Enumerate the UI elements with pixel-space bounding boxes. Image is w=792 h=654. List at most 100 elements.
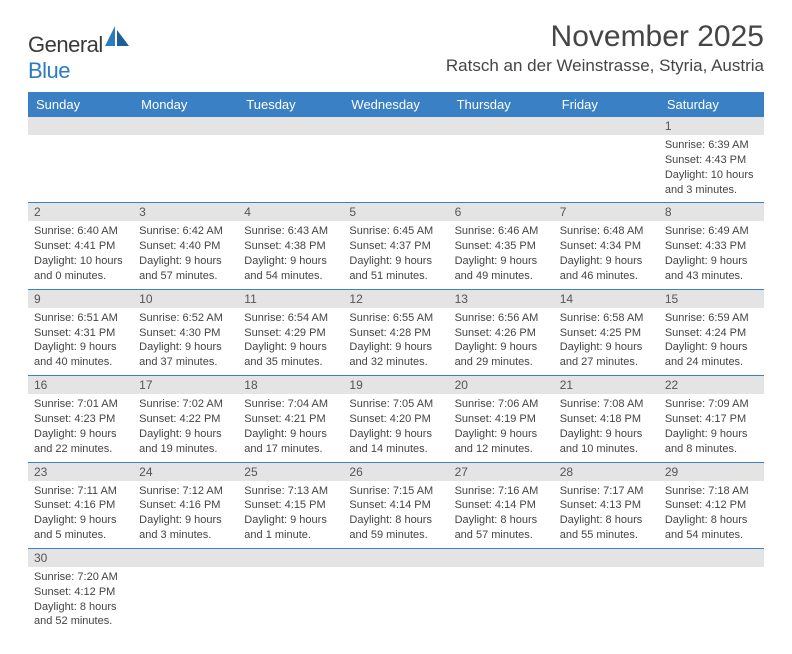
day-cell <box>238 567 343 634</box>
day-cell: Sunrise: 7:16 AMSunset: 4:14 PMDaylight:… <box>449 481 554 548</box>
day-cell <box>554 135 659 202</box>
weekday-header: Sunday <box>28 92 133 117</box>
sunrise-text: Sunrise: 6:49 AM <box>665 224 758 239</box>
daylight-text: Daylight: 10 hours and 3 minutes. <box>665 168 758 198</box>
sunrise-text: Sunrise: 6:51 AM <box>34 311 127 326</box>
day-body-row: Sunrise: 6:39 AMSunset: 4:43 PMDaylight:… <box>28 135 764 202</box>
day-number: 28 <box>554 463 659 481</box>
sunrise-text: Sunrise: 7:05 AM <box>349 397 442 412</box>
daylight-text: Daylight: 8 hours and 57 minutes. <box>455 513 548 543</box>
day-cell <box>133 135 238 202</box>
day-cell <box>343 567 448 634</box>
day-number: 22 <box>659 376 764 394</box>
weekday-header: Saturday <box>659 92 764 117</box>
day-cell: Sunrise: 6:59 AMSunset: 4:24 PMDaylight:… <box>659 308 764 375</box>
sunrise-text: Sunrise: 6:42 AM <box>139 224 232 239</box>
day-number-row: 30 <box>28 549 764 567</box>
page-header: GeneralBlue November 2025 Ratsch an der … <box>28 20 764 84</box>
sunrise-text: Sunrise: 6:59 AM <box>665 311 758 326</box>
day-cell: Sunrise: 7:20 AMSunset: 4:12 PMDaylight:… <box>28 567 133 634</box>
sunset-text: Sunset: 4:12 PM <box>34 585 127 600</box>
day-number: 19 <box>343 376 448 394</box>
sunset-text: Sunset: 4:14 PM <box>455 498 548 513</box>
day-number: 9 <box>28 290 133 308</box>
logo-text: GeneralBlue <box>28 26 131 84</box>
day-number: 3 <box>133 203 238 221</box>
day-number <box>133 117 238 135</box>
weekday-header: Thursday <box>449 92 554 117</box>
sunset-text: Sunset: 4:43 PM <box>665 153 758 168</box>
day-number: 24 <box>133 463 238 481</box>
daylight-text: Daylight: 9 hours and 37 minutes. <box>139 340 232 370</box>
day-cell: Sunrise: 7:08 AMSunset: 4:18 PMDaylight:… <box>554 394 659 461</box>
sunset-text: Sunset: 4:14 PM <box>349 498 442 513</box>
day-number: 26 <box>343 463 448 481</box>
day-cell: Sunrise: 7:05 AMSunset: 4:20 PMDaylight:… <box>343 394 448 461</box>
day-number <box>238 117 343 135</box>
weekday-header: Monday <box>133 92 238 117</box>
sunrise-text: Sunrise: 6:48 AM <box>560 224 653 239</box>
day-cell: Sunrise: 7:01 AMSunset: 4:23 PMDaylight:… <box>28 394 133 461</box>
day-cell: Sunrise: 6:49 AMSunset: 4:33 PMDaylight:… <box>659 221 764 288</box>
day-cell: Sunrise: 7:02 AMSunset: 4:22 PMDaylight:… <box>133 394 238 461</box>
day-number <box>659 549 764 567</box>
sunrise-text: Sunrise: 7:15 AM <box>349 484 442 499</box>
sunrise-text: Sunrise: 7:12 AM <box>139 484 232 499</box>
day-body-row: Sunrise: 7:11 AMSunset: 4:16 PMDaylight:… <box>28 481 764 548</box>
sunrise-text: Sunrise: 6:45 AM <box>349 224 442 239</box>
day-number: 18 <box>238 376 343 394</box>
sunset-text: Sunset: 4:17 PM <box>665 412 758 427</box>
sunset-text: Sunset: 4:21 PM <box>244 412 337 427</box>
sunset-text: Sunset: 4:16 PM <box>34 498 127 513</box>
daylight-text: Daylight: 9 hours and 17 minutes. <box>244 427 337 457</box>
day-cell <box>133 567 238 634</box>
sunrise-text: Sunrise: 6:43 AM <box>244 224 337 239</box>
day-cell: Sunrise: 6:56 AMSunset: 4:26 PMDaylight:… <box>449 308 554 375</box>
sunset-text: Sunset: 4:31 PM <box>34 326 127 341</box>
day-cell: Sunrise: 6:45 AMSunset: 4:37 PMDaylight:… <box>343 221 448 288</box>
day-number: 21 <box>554 376 659 394</box>
daylight-text: Daylight: 8 hours and 55 minutes. <box>560 513 653 543</box>
day-body-row: Sunrise: 7:01 AMSunset: 4:23 PMDaylight:… <box>28 394 764 461</box>
day-number: 14 <box>554 290 659 308</box>
day-number: 5 <box>343 203 448 221</box>
day-number <box>238 549 343 567</box>
logo-text-general: Genera <box>28 32 98 57</box>
day-number <box>343 117 448 135</box>
day-cell: Sunrise: 6:42 AMSunset: 4:40 PMDaylight:… <box>133 221 238 288</box>
day-cell <box>659 567 764 634</box>
weekday-header-row: SundayMondayTuesdayWednesdayThursdayFrid… <box>28 92 764 117</box>
day-cell: Sunrise: 7:18 AMSunset: 4:12 PMDaylight:… <box>659 481 764 548</box>
day-number: 15 <box>659 290 764 308</box>
logo-text-blue: Blue <box>28 58 70 83</box>
day-number: 11 <box>238 290 343 308</box>
daylight-text: Daylight: 10 hours and 0 minutes. <box>34 254 127 284</box>
sunset-text: Sunset: 4:25 PM <box>560 326 653 341</box>
day-cell <box>238 135 343 202</box>
daylight-text: Daylight: 9 hours and 51 minutes. <box>349 254 442 284</box>
day-cell: Sunrise: 6:43 AMSunset: 4:38 PMDaylight:… <box>238 221 343 288</box>
day-cell: Sunrise: 7:09 AMSunset: 4:17 PMDaylight:… <box>659 394 764 461</box>
daylight-text: Daylight: 9 hours and 49 minutes. <box>455 254 548 284</box>
daylight-text: Daylight: 9 hours and 3 minutes. <box>139 513 232 543</box>
sunrise-text: Sunrise: 6:52 AM <box>139 311 232 326</box>
daylight-text: Daylight: 9 hours and 29 minutes. <box>455 340 548 370</box>
sunrise-text: Sunrise: 7:08 AM <box>560 397 653 412</box>
daylight-text: Daylight: 9 hours and 10 minutes. <box>560 427 653 457</box>
day-cell: Sunrise: 6:51 AMSunset: 4:31 PMDaylight:… <box>28 308 133 375</box>
daylight-text: Daylight: 9 hours and 54 minutes. <box>244 254 337 284</box>
sunrise-text: Sunrise: 6:40 AM <box>34 224 127 239</box>
sunset-text: Sunset: 4:26 PM <box>455 326 548 341</box>
sunrise-text: Sunrise: 7:04 AM <box>244 397 337 412</box>
daylight-text: Daylight: 8 hours and 59 minutes. <box>349 513 442 543</box>
day-number: 7 <box>554 203 659 221</box>
sunset-text: Sunset: 4:18 PM <box>560 412 653 427</box>
sunset-text: Sunset: 4:16 PM <box>139 498 232 513</box>
day-number: 12 <box>343 290 448 308</box>
sunrise-text: Sunrise: 7:01 AM <box>34 397 127 412</box>
daylight-text: Daylight: 9 hours and 43 minutes. <box>665 254 758 284</box>
day-cell: Sunrise: 7:15 AMSunset: 4:14 PMDaylight:… <box>343 481 448 548</box>
daylight-text: Daylight: 9 hours and 1 minute. <box>244 513 337 543</box>
day-number <box>449 117 554 135</box>
day-number <box>554 117 659 135</box>
